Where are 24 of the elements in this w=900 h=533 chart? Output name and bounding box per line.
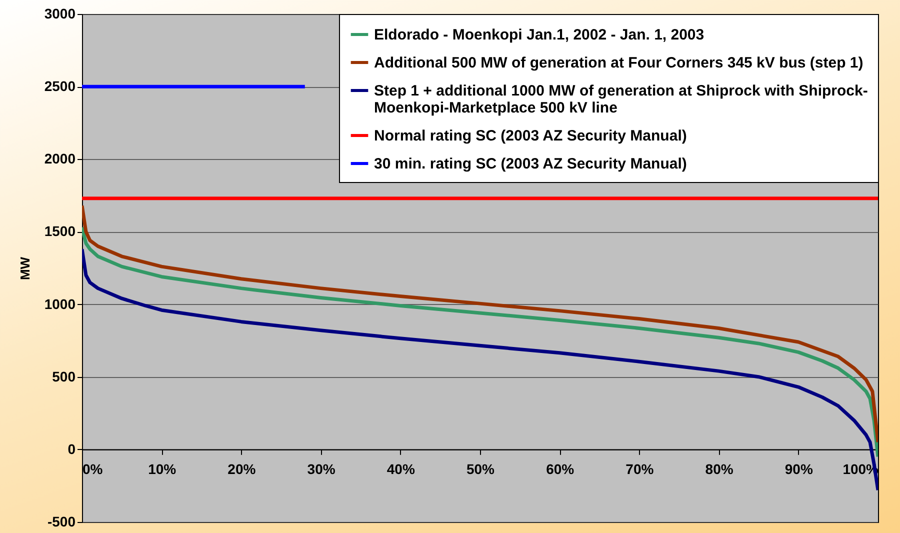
y-tick-label: 500 <box>52 368 76 384</box>
y-tick-label: 1000 <box>44 296 76 312</box>
x-tick-label: 0% <box>82 460 104 477</box>
legend-label: Eldorado - Moenkopi Jan.1, 2002 - Jan. 1, 2003 <box>374 26 704 44</box>
y-tick-label: -500 <box>47 514 76 530</box>
y-tick-label: 0 <box>68 440 76 457</box>
legend-label: 30 min. rating SC (2003 AZ Security Manual) <box>374 156 687 172</box>
x-tick-label: 70% <box>626 460 654 477</box>
x-tick-label: 90% <box>784 460 814 477</box>
x-tick-label: 80% <box>705 460 734 477</box>
x-tick-label: 60% <box>546 460 575 477</box>
y-tick-label: 1500 <box>44 223 76 240</box>
legend-label: Additional 500 MW of generation at Four Corners 345 kV bus (step 1) <box>374 54 864 72</box>
x-tick-label: 20% <box>228 460 256 477</box>
x-tick-label: 30% <box>307 460 336 477</box>
x-tick-label: 40% <box>386 460 416 477</box>
y-tick-label: 3000 <box>44 6 76 22</box>
x-tick-label: 50% <box>466 460 496 477</box>
legend-label: Step 1 + additional 1000 MW of generation at Shiprock with Shiprock-Moenkopi-Marketplace 500 kV line <box>374 82 868 116</box>
y-axis-title: MW <box>17 256 32 280</box>
legend-label: Normal rating SC (2003 AZ Security Manual) <box>374 128 687 144</box>
x-tick-label: 10% <box>148 460 177 477</box>
y-tick-label: 2500 <box>44 78 76 94</box>
y-tick-label: 2000 <box>44 150 76 167</box>
